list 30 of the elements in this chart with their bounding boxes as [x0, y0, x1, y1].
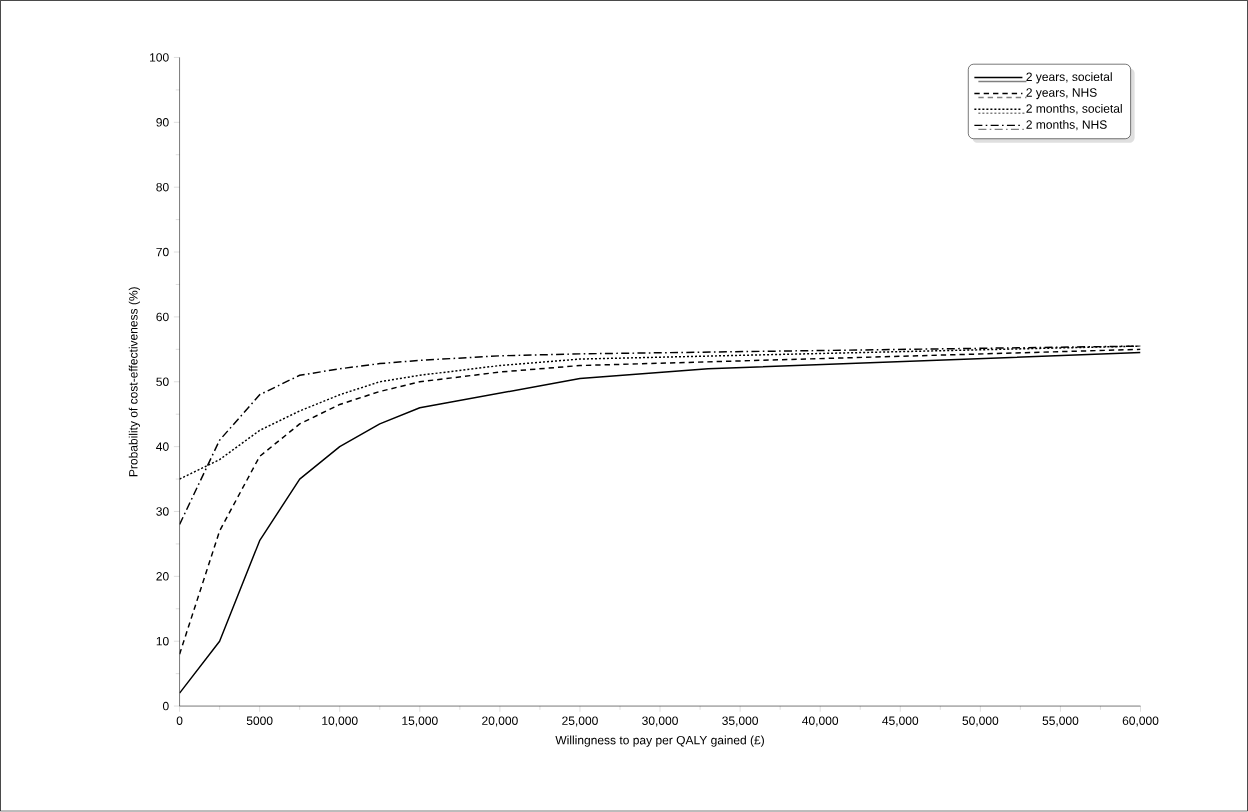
y-tick-label: 30: [156, 507, 169, 516]
y-tick-label: 20: [156, 572, 169, 581]
legend-label: 2 years, NHS: [1026, 88, 1097, 100]
y-tick-label: 0: [162, 702, 169, 711]
legend-label: 2 years, societal: [1026, 72, 1112, 84]
y-tick-label: 100: [150, 53, 169, 62]
legend-label: 2 months, societal: [1026, 104, 1122, 115]
x-tick-label: 10,000: [322, 716, 358, 727]
y-tick-label: 50: [156, 377, 169, 387]
x-tick-label: 5000: [246, 716, 273, 726]
x-tick-label: 0: [176, 716, 183, 726]
x-tick-label: 60,000: [1122, 716, 1159, 727]
y-tick-label: 90: [156, 118, 169, 127]
legend-label: 2 months, NHS: [1026, 120, 1107, 131]
x-tick-label: 55,000: [1042, 716, 1079, 727]
x-tick-label: 50,000: [962, 716, 999, 727]
x-tick-label: 35,000: [722, 716, 759, 727]
x-tick-label: 45,000: [882, 716, 919, 727]
y-tick-label: 40: [156, 442, 169, 452]
y-tick-label: 80: [156, 183, 169, 192]
x-tick-label: 40,000: [802, 716, 839, 727]
y-tick-label: 70: [156, 247, 169, 257]
x-tick-label: 15,000: [402, 716, 438, 727]
y-tick-label: 10: [156, 637, 169, 646]
x-axis-title: Willingness to pay per QALY gained (£): [555, 735, 764, 747]
x-tick-label: 30,000: [642, 716, 678, 727]
y-axis-title: Probability of cost-effectiveness (%): [128, 287, 140, 477]
x-tick-label: 25,000: [562, 716, 598, 727]
y-tick-label: 60: [156, 312, 169, 322]
x-tick-label: 20,000: [482, 716, 518, 727]
